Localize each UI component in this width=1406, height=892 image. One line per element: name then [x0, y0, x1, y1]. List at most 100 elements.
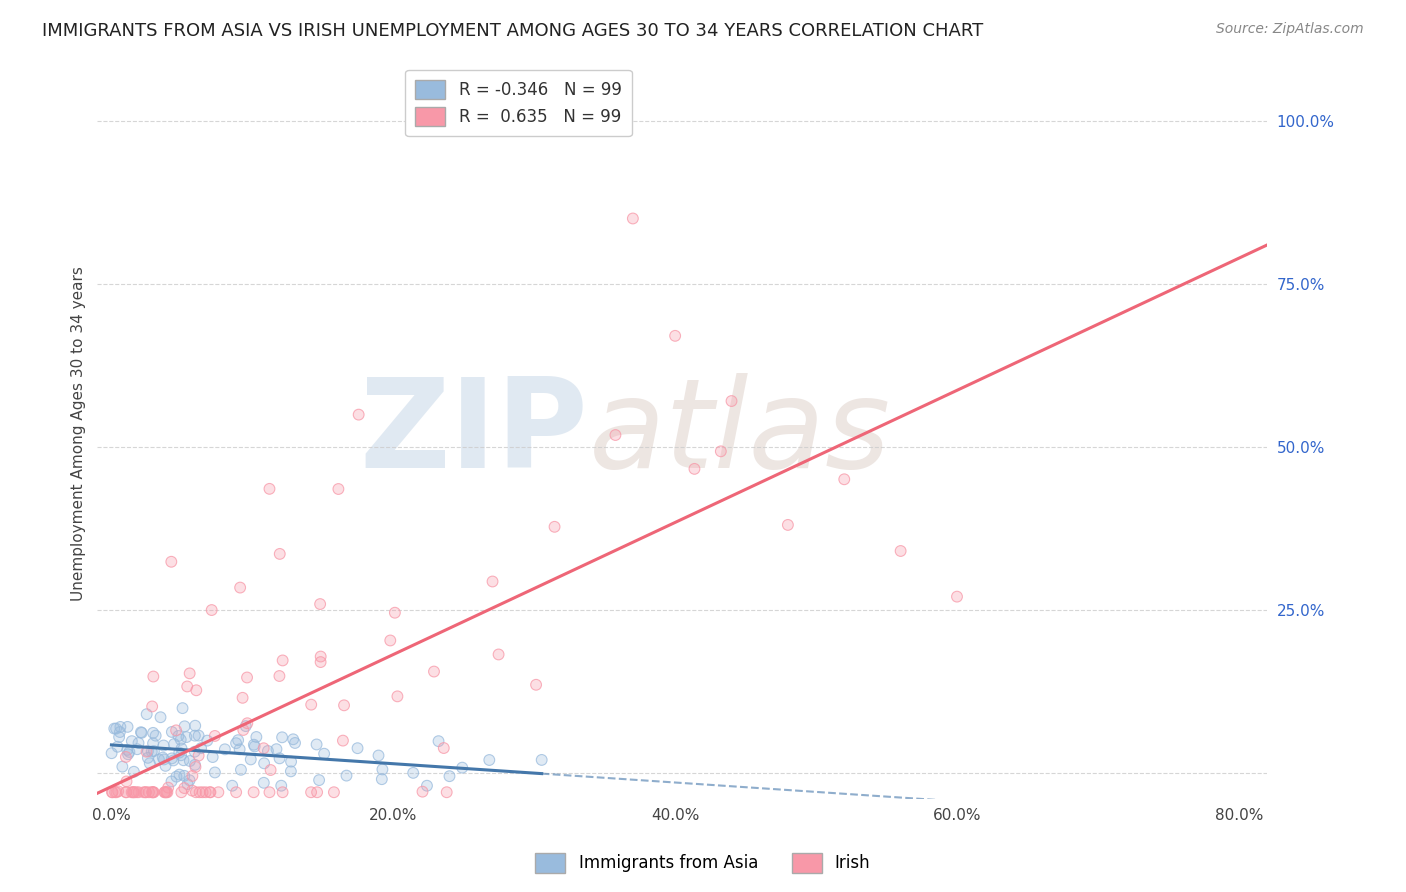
Point	[776, 517, 799, 532]
Point	[299, 698, 322, 712]
Point	[187, 748, 209, 763]
Point	[347, 408, 370, 422]
Point	[371, 772, 394, 787]
Point	[946, 590, 969, 604]
Point	[314, 747, 336, 761]
Point	[160, 555, 183, 569]
Point	[371, 772, 394, 787]
Point	[530, 753, 553, 767]
Point	[214, 742, 236, 756]
Point	[259, 763, 281, 777]
Point	[328, 482, 350, 496]
Point	[236, 671, 259, 685]
Point	[221, 779, 243, 793]
Point	[323, 785, 346, 799]
Point	[135, 785, 157, 799]
Point	[108, 730, 131, 744]
Point	[232, 690, 254, 705]
Text: atlas: atlas	[589, 373, 891, 494]
Point	[172, 701, 194, 715]
Point	[280, 755, 302, 769]
Point	[184, 745, 207, 759]
Point	[145, 729, 167, 743]
Point	[157, 780, 180, 795]
Point	[179, 666, 201, 681]
Point	[710, 444, 733, 458]
Point	[335, 769, 357, 783]
Point	[163, 737, 186, 751]
Point	[239, 752, 262, 766]
Point	[181, 769, 204, 783]
Point	[346, 741, 368, 756]
Point	[229, 763, 252, 777]
Point	[253, 741, 276, 756]
Point	[107, 739, 129, 754]
Point	[439, 769, 461, 783]
Point	[125, 785, 148, 799]
Point	[176, 730, 198, 744]
Point	[271, 785, 294, 799]
Point	[200, 785, 222, 799]
Point	[239, 752, 262, 766]
Point	[156, 785, 179, 799]
Point	[101, 785, 124, 799]
Point	[108, 725, 131, 739]
Point	[235, 719, 257, 733]
Point	[156, 785, 179, 799]
Point	[232, 723, 254, 737]
Point	[115, 750, 138, 764]
Point	[201, 750, 224, 764]
Point	[138, 785, 160, 799]
Point	[165, 723, 187, 738]
Point	[117, 747, 139, 762]
Point	[173, 753, 195, 767]
Legend: R = -0.346   N = 99, R =  0.635   N = 99: R = -0.346 N = 99, R = 0.635 N = 99	[405, 70, 631, 136]
Point	[269, 669, 291, 683]
Point	[184, 760, 207, 774]
Point	[259, 785, 281, 799]
Point	[530, 753, 553, 767]
Point	[184, 719, 207, 733]
Point	[135, 745, 157, 759]
Point	[128, 785, 150, 799]
Point	[122, 785, 145, 799]
Point	[543, 520, 565, 534]
Point	[269, 669, 291, 683]
Point	[128, 785, 150, 799]
Point	[170, 748, 193, 763]
Point	[271, 731, 294, 745]
Point	[720, 394, 742, 409]
Point	[142, 669, 165, 683]
Point	[100, 746, 122, 760]
Point	[136, 751, 159, 765]
Point	[122, 764, 145, 779]
Point	[184, 785, 207, 799]
Point	[433, 741, 456, 756]
Point	[121, 734, 143, 748]
Point	[488, 648, 510, 662]
Point	[115, 785, 138, 799]
Point	[367, 748, 389, 763]
Point	[142, 726, 165, 740]
Point	[664, 329, 686, 343]
Point	[149, 710, 172, 724]
Point	[436, 785, 458, 799]
Point	[436, 785, 458, 799]
Text: IMMIGRANTS FROM ASIA VS IRISH UNEMPLOYMENT AMONG AGES 30 TO 34 YEARS CORRELATION: IMMIGRANTS FROM ASIA VS IRISH UNEMPLOYME…	[42, 22, 983, 40]
Point	[152, 750, 174, 764]
Point	[416, 779, 439, 793]
Point	[423, 665, 446, 679]
Point	[225, 736, 247, 750]
Point	[423, 665, 446, 679]
Point	[105, 722, 128, 736]
Point	[111, 759, 134, 773]
Point	[152, 750, 174, 764]
Point	[166, 770, 188, 784]
Point	[124, 785, 146, 799]
Point	[188, 785, 211, 799]
Point	[347, 408, 370, 422]
Point	[605, 428, 627, 442]
Point	[309, 597, 332, 611]
Point	[187, 729, 209, 743]
Point	[142, 736, 165, 750]
